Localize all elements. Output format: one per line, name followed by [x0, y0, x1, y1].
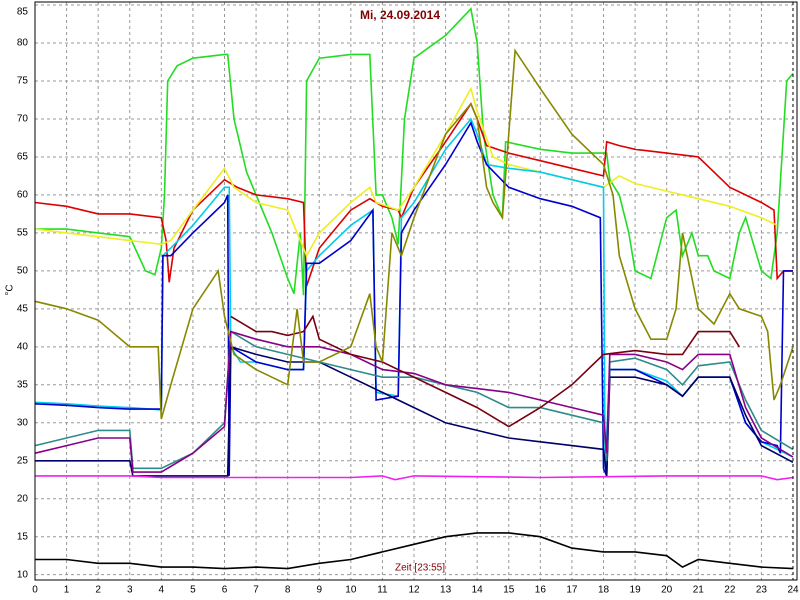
series-line [34, 86, 778, 258]
lines [34, 7, 794, 570]
series-line [35, 475, 794, 481]
y-tick-label: 50 [17, 266, 29, 277]
x-tick-label: 8 [285, 585, 291, 596]
x-tick-label: 6 [222, 585, 228, 596]
y-tick-label: 55 [17, 228, 29, 239]
x-tick-label: 11 [377, 585, 388, 596]
series-line [34, 48, 794, 420]
y-tick-label: 85 [17, 7, 29, 18]
x-tick-label: 10 [345, 585, 357, 596]
x-tick-label: 12 [408, 585, 420, 596]
x-tick-label: 19 [630, 585, 642, 596]
x-tick-label: 1 [64, 585, 70, 596]
series-line [35, 7, 794, 296]
x-tick-label: 5 [190, 585, 196, 596]
x-tick-label: 20 [661, 585, 673, 596]
y-tick-label: 75 [17, 76, 29, 87]
x-tick-label: 7 [253, 585, 259, 596]
y-tick-label: 25 [17, 455, 29, 466]
x-axis-label: Zeit [23:55] [395, 563, 445, 574]
y-tick-label: 80 [17, 38, 29, 49]
x-tick-label: 9 [316, 585, 322, 596]
y-tick-label: 60 [17, 190, 29, 201]
x-tick-label: 17 [566, 585, 578, 596]
grid [34, 2, 794, 580]
series-line [34, 102, 793, 287]
x-tick-label: 4 [159, 585, 165, 596]
x-tick-label: 13 [440, 585, 452, 596]
series-line [35, 532, 794, 570]
x-tick-label: 15 [503, 585, 515, 596]
chart-title: Mi, 24.09.2014 [360, 8, 440, 22]
series-line [35, 345, 794, 477]
x-tick-label: 18 [598, 585, 610, 596]
x-tick-label: 0 [32, 585, 38, 596]
x-tick-label: 22 [724, 585, 736, 596]
y-tick-label: 70 [17, 114, 29, 125]
series-line [34, 330, 794, 473]
plot-frame [34, 1, 798, 581]
x-tick-label: 3 [127, 585, 133, 596]
series-line [230, 314, 740, 428]
y-tick-label: 45 [17, 303, 29, 314]
x-tick-label: 21 [693, 585, 705, 596]
x-tick-label: 2 [95, 585, 101, 596]
y-tick-label: 65 [17, 152, 29, 163]
y-axis-label: °C [5, 284, 16, 295]
x-tick-label: 24 [787, 585, 799, 596]
y-tick-label: 35 [17, 379, 29, 390]
x-tick-label: 23 [756, 585, 768, 596]
y-tick-label: 10 [17, 569, 29, 580]
x-tick-label: 14 [472, 585, 484, 596]
x-tick-label: 16 [535, 585, 547, 596]
y-tick-label: 30 [17, 417, 29, 428]
y-tick-label: 20 [17, 493, 29, 504]
y-tick-label: 15 [17, 531, 29, 542]
y-tick-label: 40 [17, 341, 29, 352]
